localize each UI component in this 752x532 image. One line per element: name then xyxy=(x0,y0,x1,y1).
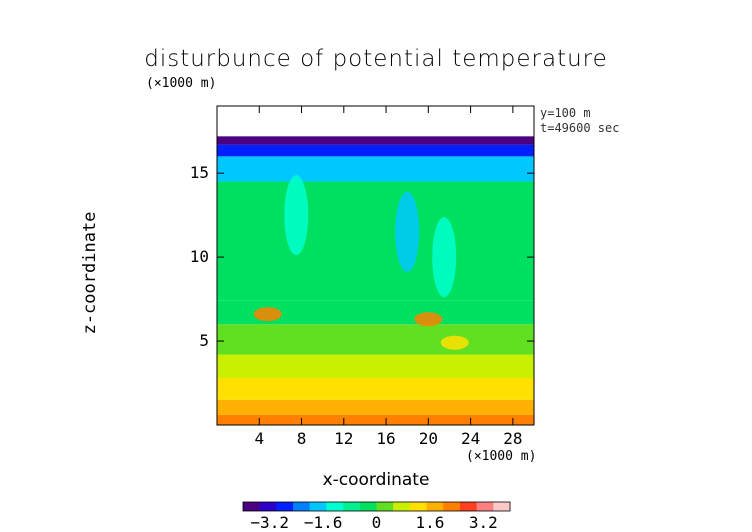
colorbar-cell-15 xyxy=(493,502,511,511)
field-layer-5 xyxy=(217,300,534,325)
x-tick-label-6: 28 xyxy=(503,429,522,448)
field-layer-1 xyxy=(217,399,534,415)
y-tick-label-1: 10 xyxy=(190,247,209,266)
y-tick-label-0: 5 xyxy=(199,331,209,350)
colorbar-cell-14 xyxy=(476,502,494,511)
field-layer-4 xyxy=(217,324,534,355)
plot-frame xyxy=(216,105,535,426)
field-feature-4 xyxy=(395,191,420,272)
colorbar-tick-label-0: −3.2 xyxy=(250,513,289,532)
chart-title: disturbunce of potential temperature xyxy=(144,46,608,72)
colorbar-tick-label-3: 1.6 xyxy=(415,513,444,532)
x-tick-label-3: 16 xyxy=(376,429,395,448)
colorbar-cell-4 xyxy=(309,502,327,511)
y-position-annotation: y=100 m xyxy=(540,106,591,120)
field-feature-5 xyxy=(432,217,457,298)
colorbar-cell-11 xyxy=(426,502,444,511)
colorbar-cell-13 xyxy=(459,502,478,511)
z-unit-label: (×1000 m) xyxy=(146,76,217,91)
x-tick-label-1: 8 xyxy=(297,429,307,448)
colorbar-cell-3 xyxy=(293,502,311,511)
field-layer-7 xyxy=(217,156,534,182)
time-annotation: t=49600 sec xyxy=(540,121,620,135)
colorbar xyxy=(242,501,511,512)
colorbar-tick-label-4: 3.2 xyxy=(469,513,498,532)
colorbar-cell-2 xyxy=(276,502,294,511)
field-layer-3 xyxy=(217,354,534,378)
colorbar-cell-8 xyxy=(376,502,394,511)
colorbar-cell-0 xyxy=(243,502,261,511)
x-tick-label-5: 24 xyxy=(461,429,480,448)
x-unit-label: (×1000 m) xyxy=(466,449,537,464)
colorbar-tick-label-2: 0 xyxy=(372,513,382,532)
field-feature-2 xyxy=(440,335,469,350)
field-layer-8 xyxy=(217,144,534,157)
field-layers xyxy=(217,136,534,425)
field-feature-3 xyxy=(284,175,309,256)
top-blank xyxy=(217,106,534,137)
field-feature-0 xyxy=(253,307,282,322)
x-tick-label-2: 12 xyxy=(334,429,353,448)
colorbar-cell-12 xyxy=(443,502,461,511)
field-layer-9 xyxy=(217,136,534,145)
colorbar-cell-9 xyxy=(393,502,411,511)
field-layer-6 xyxy=(217,181,534,301)
colorbar-cell-6 xyxy=(343,502,361,511)
colorbar-cell-5 xyxy=(326,502,344,511)
colorbar-cell-7 xyxy=(359,502,377,511)
field-layer-0 xyxy=(217,414,534,425)
colorbar-cell-1 xyxy=(259,502,277,511)
field-features xyxy=(253,175,469,350)
colorbar-tick-label-1: −1.6 xyxy=(304,513,343,532)
x-tick-label-0: 4 xyxy=(254,429,264,448)
field-feature-1 xyxy=(414,312,443,327)
colorbar-frame xyxy=(242,501,511,512)
field-layer-2 xyxy=(217,377,534,400)
y-tick-label-2: 15 xyxy=(190,163,209,182)
colorbar-cell-10 xyxy=(409,502,428,511)
x-axis-label: x-coordinate xyxy=(322,470,430,490)
x-tick-label-4: 20 xyxy=(419,429,438,448)
